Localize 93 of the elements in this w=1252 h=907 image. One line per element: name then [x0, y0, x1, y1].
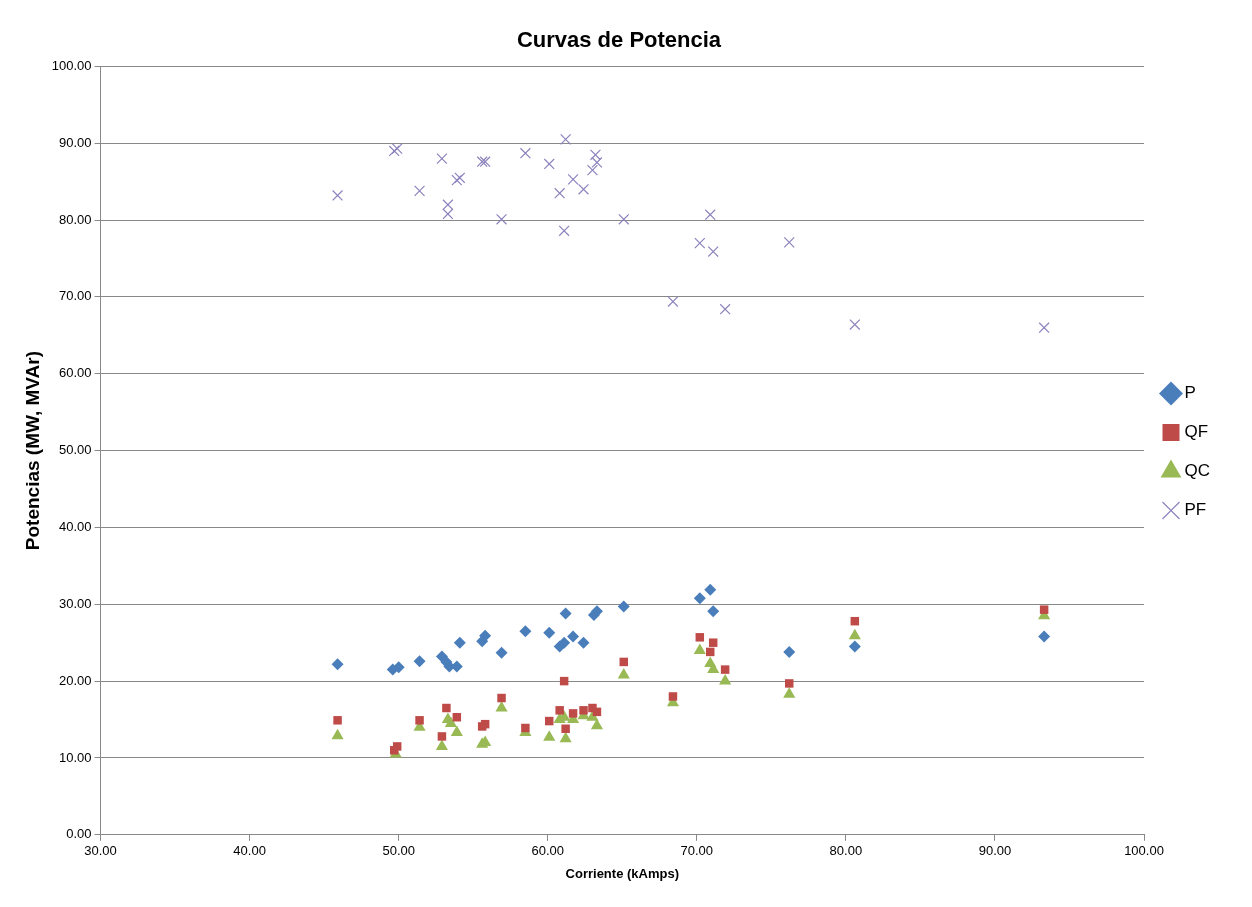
- x-tick-label: 30.00: [84, 843, 117, 859]
- x-tick-label: 70.00: [680, 843, 714, 859]
- point: [719, 303, 731, 315]
- chart-title: Curvas de Potencia: [516, 27, 722, 53]
- y-tick-label: 50.00: [59, 442, 92, 458]
- point: [693, 643, 706, 654]
- point: [560, 133, 572, 145]
- point: [707, 246, 719, 258]
- point: [617, 600, 630, 613]
- point: [586, 164, 599, 176]
- x-tick-label: 60.00: [531, 843, 565, 859]
- point: [495, 213, 508, 225]
- point: [708, 638, 718, 647]
- y-tick-label: 80.00: [59, 211, 92, 227]
- point: [704, 583, 717, 596]
- point: [413, 655, 426, 668]
- point: [555, 706, 564, 715]
- point: [1038, 322, 1050, 334]
- x-tick-label: 40.00: [233, 843, 266, 859]
- legend-label: QC: [1184, 461, 1210, 481]
- point: [567, 173, 579, 185]
- point: [444, 716, 457, 727]
- y-tick-label: 60.00: [59, 365, 92, 381]
- point: [559, 607, 572, 620]
- point: [497, 693, 506, 703]
- point: [849, 319, 861, 331]
- point: [561, 724, 570, 733]
- point: [783, 687, 796, 698]
- point: [453, 636, 466, 649]
- y-tick-label: 20.00: [59, 672, 92, 688]
- point: [442, 703, 451, 713]
- x-tick-label: 100.00: [1124, 843, 1164, 859]
- x-axis-title: Corriente (kAmps): [565, 865, 679, 881]
- x-tick-label: 80.00: [829, 843, 863, 859]
- point: [720, 665, 730, 674]
- point: [577, 636, 590, 649]
- point: [783, 236, 795, 248]
- point: [667, 295, 679, 308]
- point: [437, 732, 447, 741]
- point: [1038, 630, 1051, 643]
- legend-label: PF: [1184, 500, 1207, 520]
- point: [694, 237, 706, 249]
- point: [704, 209, 716, 221]
- point: [331, 728, 344, 740]
- point: [577, 183, 590, 195]
- point: [567, 630, 580, 643]
- y-tick-label: 100.00: [51, 57, 92, 73]
- point: [519, 147, 531, 159]
- point: [331, 658, 344, 671]
- legend-label: QF: [1184, 422, 1209, 442]
- point: [848, 628, 861, 640]
- point: [693, 592, 706, 605]
- point: [695, 633, 705, 642]
- point: [783, 645, 796, 658]
- point: [414, 185, 426, 197]
- point: [521, 723, 530, 733]
- legend-label: P: [1184, 383, 1196, 403]
- y-tick-label: 0.00: [66, 826, 92, 842]
- point: [707, 605, 720, 618]
- point: [332, 189, 344, 202]
- point: [558, 225, 570, 237]
- y-axis-title: Potencias (MW, MVAr): [21, 351, 43, 551]
- point: [435, 739, 448, 750]
- point: [543, 730, 556, 741]
- point: [415, 716, 424, 725]
- y-tick-label: 40.00: [59, 519, 92, 535]
- y-tick-label: 90.00: [59, 134, 92, 150]
- point: [707, 662, 720, 674]
- point: [848, 640, 861, 653]
- x-tick-label: 90.00: [978, 843, 1012, 859]
- point: [719, 674, 732, 685]
- y-tick-label: 30.00: [59, 595, 92, 611]
- point: [784, 679, 794, 688]
- point: [590, 718, 603, 730]
- point: [519, 625, 532, 638]
- point: [495, 701, 508, 712]
- y-tick-label: 70.00: [59, 288, 92, 304]
- point: [543, 158, 555, 170]
- point: [392, 742, 402, 751]
- point: [568, 709, 578, 718]
- point: [579, 706, 588, 715]
- point: [495, 646, 508, 659]
- point: [617, 667, 630, 679]
- point: [436, 153, 448, 165]
- point: [543, 626, 556, 639]
- point: [618, 213, 630, 225]
- point: [333, 716, 342, 725]
- x-tick-label: 50.00: [382, 843, 415, 859]
- point: [1039, 605, 1049, 614]
- point: [554, 187, 566, 199]
- y-tick-label: 10.00: [59, 749, 92, 765]
- point: [450, 725, 463, 737]
- point: [668, 692, 678, 701]
